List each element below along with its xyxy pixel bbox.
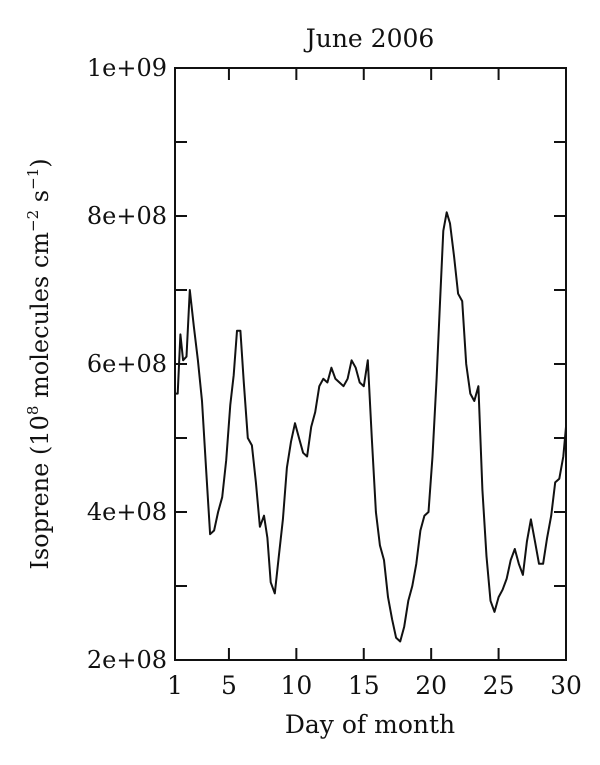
y-axis-label-main: Isoprene (10	[26, 415, 54, 569]
y-axis-label-mid2: s	[26, 190, 54, 210]
y-tick-label: 2e+08	[87, 646, 167, 674]
isoprene-series-line	[175, 211, 567, 643]
x-tick-label: 15	[348, 671, 380, 700]
y-axis-ticks: 2e+08 4e+08 6e+08 8e+08 1e+09	[87, 54, 566, 674]
x-tick-label: 1	[167, 671, 183, 700]
y-tick-label: 8e+08	[87, 202, 167, 230]
y-axis-label-sup-neg2: −2	[24, 210, 42, 232]
y-axis-label-sup-8: 8	[24, 406, 42, 416]
y-tick-label: 4e+08	[87, 498, 167, 526]
x-tick-label: 30	[550, 671, 582, 700]
y-tick-label: 1e+09	[87, 54, 167, 82]
x-tick-label: 10	[280, 671, 312, 700]
x-tick-label: 5	[221, 671, 237, 700]
x-tick-label: 25	[483, 671, 515, 700]
x-axis-label: Day of month	[285, 710, 455, 739]
y-axis-label-mid: molecules cm	[26, 232, 54, 406]
y-axis-label-end: )	[26, 158, 54, 167]
x-tick-label: 20	[415, 671, 447, 700]
y-axis-label: Isoprene (108 molecules cm−2 s−1)	[24, 158, 54, 569]
chart-title: June 2006	[303, 24, 435, 53]
series-layer	[175, 211, 567, 643]
y-axis-label-sup-neg1: −1	[24, 168, 42, 190]
y-tick-label: 6e+08	[87, 350, 167, 378]
x-axis-ticks: 1 5 10 15 20 25 30	[167, 68, 582, 700]
